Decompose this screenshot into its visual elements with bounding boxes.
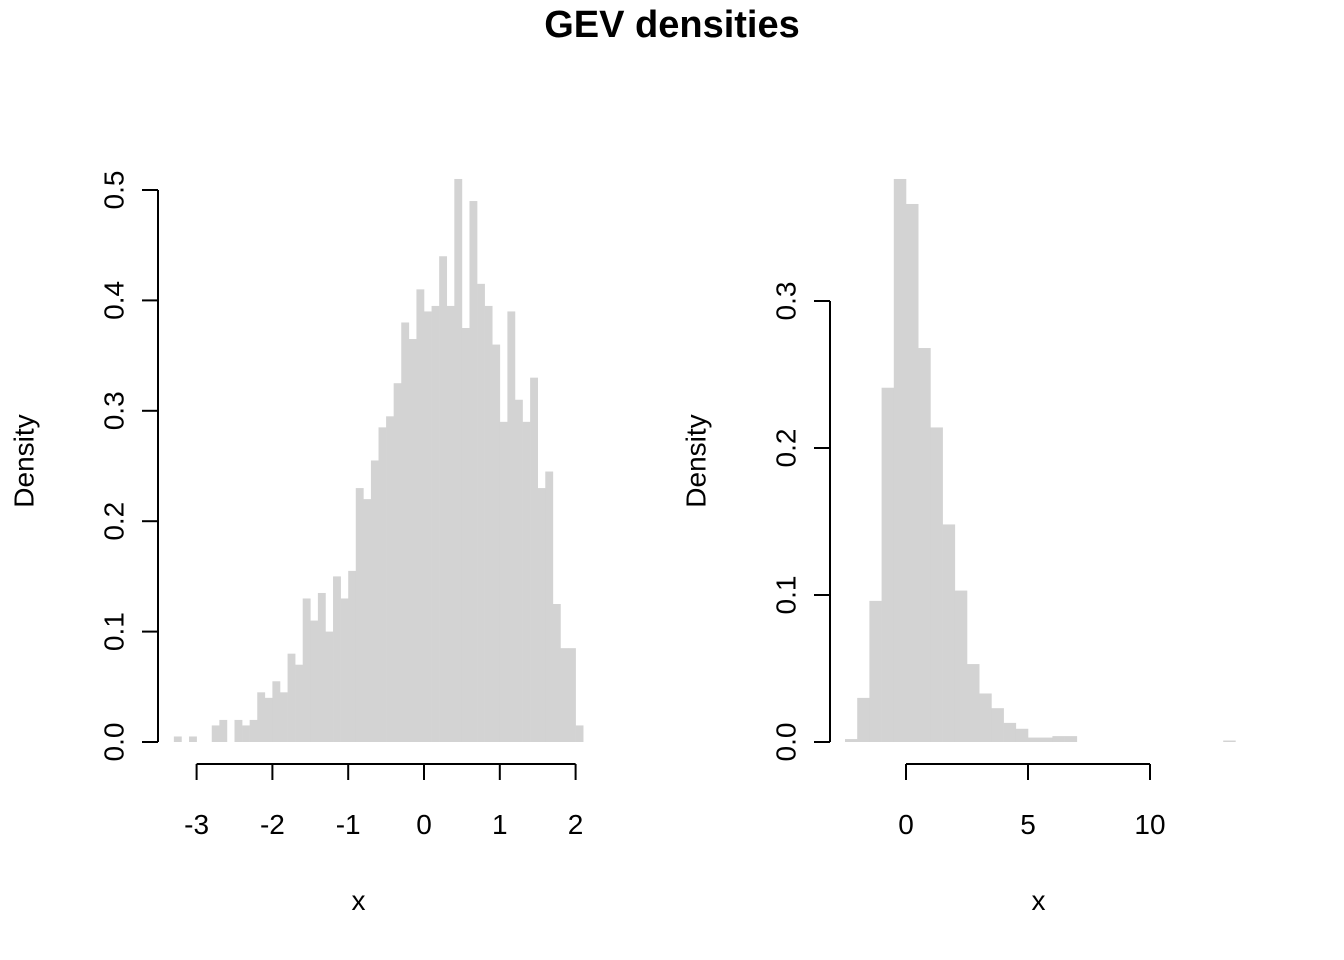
panel-1-bar — [446, 305, 455, 742]
panel-2-bar — [881, 387, 895, 742]
panel-1-y-axis-label: Density — [9, 414, 40, 507]
panel-2-bar — [1223, 740, 1236, 742]
panel-1-bar — [340, 598, 349, 742]
panel-1-bar — [424, 311, 432, 742]
panel-1-bar — [348, 570, 357, 742]
panel-2-x-axis-label: x — [1032, 885, 1046, 916]
panel-2-bar — [906, 203, 919, 743]
panel-2-x-tick-label: 10 — [1134, 809, 1165, 840]
panel-1-bar — [310, 620, 319, 742]
panel-1-bar — [234, 719, 243, 742]
panel-2-bar — [893, 178, 907, 743]
panel-1-bar — [545, 471, 554, 742]
panel-1-bar — [507, 311, 516, 742]
panel-1-bar — [560, 648, 569, 742]
panel-1-bar — [454, 178, 463, 742]
panel-1-bar — [522, 421, 531, 742]
panel-1-x-tick-label: -2 — [260, 809, 285, 840]
panel-2-bar — [1028, 737, 1041, 742]
panel-1-bar — [514, 399, 523, 742]
panel-1-bar — [333, 576, 341, 742]
panel-1-bar — [249, 719, 258, 742]
panel-2-bar — [1040, 737, 1053, 742]
panel-2-bar — [918, 348, 931, 742]
panel-1-y-tick-label: 0.0 — [99, 723, 130, 762]
panel-2-y-tick-label: 0.1 — [771, 576, 802, 615]
panel-1-bar — [257, 692, 266, 742]
panel-1-bar — [295, 664, 304, 742]
panel-2-bar — [942, 524, 956, 742]
panel-2-x-tick-label: 5 — [1020, 809, 1036, 840]
panel-2-bar — [1003, 722, 1017, 742]
panel-1-y-tick-label: 0.2 — [99, 502, 130, 541]
panel-1-bar — [272, 681, 281, 742]
panel-2-bar — [1052, 736, 1065, 742]
page-title: GEV densities — [544, 4, 800, 46]
panel-1-bar — [219, 719, 228, 742]
panel-1-bar — [302, 598, 311, 742]
panel-1-bar — [279, 692, 288, 742]
panel-1-bar — [363, 499, 372, 742]
panel-1-y-tick-label: 0.4 — [99, 281, 130, 320]
panel-1-bar — [287, 653, 296, 742]
panel-2-y-tick-label: 0.2 — [771, 429, 802, 468]
panel-1-bar — [431, 305, 440, 742]
panel-1-bar — [393, 383, 402, 742]
panel-1-bar — [378, 427, 387, 742]
panel-1-bar — [189, 736, 197, 742]
panel-1-bar — [469, 201, 478, 743]
panel-1-bar — [530, 377, 538, 742]
panel-1-bar — [355, 488, 364, 742]
panel-1-bar — [325, 631, 334, 742]
panel-1-bar — [386, 416, 394, 742]
panel-1-x-tick-label: 1 — [492, 809, 508, 840]
panel-1-bar — [499, 421, 508, 742]
panel-2-bar — [930, 427, 943, 742]
panel-2-bar — [869, 600, 882, 742]
panel-1-bar — [370, 460, 379, 742]
panel-1-bar — [492, 344, 501, 742]
panel-1-y-tick-label: 0.3 — [99, 391, 130, 430]
panel-1-bar — [537, 488, 546, 742]
panel-1-bar — [552, 604, 561, 742]
panel-1-bar — [408, 339, 417, 742]
panel-1-bar — [264, 697, 273, 742]
panel-2-bar — [1064, 736, 1078, 742]
panel-1-bar — [416, 289, 425, 742]
panel-2-bar — [991, 708, 1004, 742]
panel-2-bar — [857, 697, 870, 742]
panel-1-bar — [242, 725, 250, 742]
panel-2-bar — [979, 693, 992, 742]
panel-1-y-tick-label: 0.1 — [99, 612, 130, 651]
panel-1-bar — [477, 283, 485, 742]
panel-1-bar — [211, 725, 220, 742]
panel-1-x-tick-label: 2 — [568, 809, 584, 840]
panel-2-bar — [845, 739, 858, 742]
panel-1-x-axis-label: x — [352, 885, 366, 916]
panel-2-bar — [954, 590, 968, 742]
panel-2-y-tick-label: 0.0 — [771, 723, 802, 762]
panel-2-y-axis-label: Density — [681, 414, 712, 507]
panel-1-bar — [401, 322, 410, 742]
panel-2-bar — [1015, 728, 1029, 742]
panel-2-x-tick-label: 0 — [898, 809, 914, 840]
panel-1-bar — [173, 736, 182, 742]
panel-1-x-tick-label: -3 — [184, 809, 209, 840]
panel-2-bar — [967, 664, 980, 742]
panel-1-bar — [317, 592, 326, 742]
panel-1-bar — [575, 725, 584, 742]
panel-1-x-tick-label: 0 — [416, 809, 432, 840]
panel-1-bar — [461, 328, 470, 742]
panel-1-x-tick-label: -1 — [336, 809, 361, 840]
panel-1-bar — [484, 305, 493, 742]
panel-1-bar — [568, 648, 576, 742]
panel-2-y-tick-label: 0.3 — [771, 282, 802, 321]
panel-1-y-tick-label: 0.5 — [99, 171, 130, 210]
panel-1-bar — [439, 256, 448, 742]
